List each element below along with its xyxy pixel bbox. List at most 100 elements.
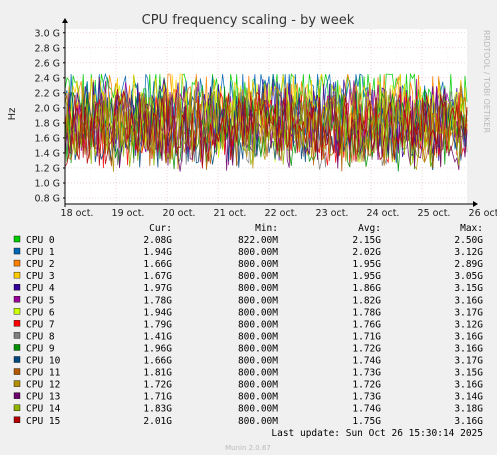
x-tick-label: 22 oct. xyxy=(265,208,298,219)
legend-value-min: 800.00M xyxy=(238,368,278,379)
legend-value-max: 3.16G xyxy=(454,416,483,427)
legend-swatch xyxy=(13,380,21,387)
legend-value-cur: 1.66G xyxy=(143,259,172,270)
x-tick-label: 20 oct. xyxy=(163,208,196,219)
legend-swatch xyxy=(13,235,21,243)
legend-value-cur: 1.79G xyxy=(143,319,172,330)
legend-swatch xyxy=(13,332,21,339)
legend-value-cur: 1.67G xyxy=(143,271,172,282)
legend-swatch xyxy=(13,296,21,303)
legend-value-max: 3.15G xyxy=(454,368,483,379)
legend-swatch xyxy=(13,308,21,315)
legend-value-min: 800.00M xyxy=(238,404,278,415)
legend-series-name: CPU 12 xyxy=(26,380,60,391)
legend-value-avg: 1.71G xyxy=(352,331,381,342)
legend-series-name: CPU 2 xyxy=(26,259,55,270)
legend-swatch xyxy=(13,392,21,399)
legend-value-min: 800.00M xyxy=(238,319,278,330)
legend-series-name: CPU 9 xyxy=(26,343,55,354)
legend-value-max: 3.16G xyxy=(454,331,483,342)
y-tick-label: 2.8 G xyxy=(35,43,61,54)
series-line-cpu-8 xyxy=(64,88,468,170)
legend-value-avg: 1.72G xyxy=(352,343,381,354)
legend-value-cur: 1.78G xyxy=(143,295,172,306)
legend-value-min: 800.00M xyxy=(238,283,278,294)
legend-value-cur: 1.66G xyxy=(143,356,172,367)
legend-series-name: CPU 7 xyxy=(26,319,55,330)
legend-value-min: 800.00M xyxy=(238,271,278,282)
legend-value-cur: 1.96G xyxy=(143,343,172,354)
legend-value-avg: 1.76G xyxy=(352,319,381,330)
y-tick-label: 1.4 G xyxy=(35,148,61,159)
legend-value-cur: 1.94G xyxy=(143,247,172,258)
legend-value-max: 3.18G xyxy=(454,404,483,415)
legend-series-name: CPU 8 xyxy=(26,331,55,342)
legend-value-avg: 1.86G xyxy=(352,283,381,294)
legend-swatch xyxy=(13,368,21,375)
legend-swatch xyxy=(13,271,21,279)
legend-value-cur: 2.01G xyxy=(143,416,172,427)
legend-value-max: 3.12G xyxy=(454,319,483,330)
legend-value-max: 3.14G xyxy=(454,392,483,403)
legend-header-min: Min: xyxy=(255,223,278,234)
legend-swatch xyxy=(13,284,21,291)
y-axis-arrow xyxy=(62,18,68,23)
legend-swatch xyxy=(13,404,21,411)
legend-value-max: 3.16G xyxy=(454,343,483,354)
legend-value-avg: 1.74G xyxy=(352,404,381,415)
legend-swatch xyxy=(13,356,21,363)
legend-value-max: 3.16G xyxy=(454,380,483,391)
legend-series-name: CPU 6 xyxy=(26,307,55,318)
legend-value-max: 2.89G xyxy=(454,259,483,270)
legend-swatch xyxy=(13,416,21,423)
x-axis-arrow xyxy=(473,201,478,207)
series-line-cpu-14 xyxy=(64,84,468,168)
y-tick-label: 2.0 G xyxy=(35,103,61,114)
y-tick-label: 1.2 G xyxy=(35,163,61,174)
x-tick-label: 26 oct. xyxy=(469,208,497,219)
legend-value-avg: 1.73G xyxy=(352,392,381,403)
legend-value-cur: 1.81G xyxy=(143,368,172,379)
legend-value-min: 800.00M xyxy=(238,392,278,403)
legend-value-cur: 1.94G xyxy=(143,307,172,318)
legend-value-min: 800.00M xyxy=(238,356,278,367)
legend-value-cur: 1.97G xyxy=(143,283,172,294)
legend-series-name: CPU 13 xyxy=(26,392,60,403)
legend-value-max: 3.05G xyxy=(454,271,483,282)
y-tick-label: 1.8 G xyxy=(35,118,61,129)
legend-value-min: 800.00M xyxy=(238,416,278,427)
chart-title: CPU frequency scaling - by week xyxy=(142,13,355,28)
side-label: RRDTOOL / TOBI OETIKER xyxy=(482,30,491,133)
legend-value-avg: 2.02G xyxy=(352,247,381,258)
y-tick-label: 1.0 G xyxy=(35,178,61,189)
legend-header-max: Max: xyxy=(460,223,483,234)
legend-series-name: CPU 15 xyxy=(26,416,60,427)
legend-value-max: 2.50G xyxy=(454,235,483,246)
x-tick-label: 24 oct. xyxy=(367,208,400,219)
legend-series-name: CPU 10 xyxy=(26,356,61,367)
legend-value-min: 800.00M xyxy=(238,307,278,318)
legend-value-max: 3.17G xyxy=(454,356,483,367)
legend-header-avg: Avg: xyxy=(358,223,381,234)
y-tick-label: 1.6 G xyxy=(35,133,61,144)
legend-value-max: 3.17G xyxy=(454,307,483,318)
series-line-cpu-15 xyxy=(64,89,468,169)
legend-swatch xyxy=(13,259,21,267)
y-tick-label: 2.6 G xyxy=(35,58,61,69)
x-tick-label: 23 oct. xyxy=(316,208,349,219)
legend-value-avg: 1.72G xyxy=(352,380,381,391)
legend-value-max: 3.12G xyxy=(454,247,483,258)
legend-series-name: CPU 1 xyxy=(26,247,55,258)
legend-series-name: CPU 4 xyxy=(26,283,55,294)
legend-series-name: CPU 11 xyxy=(26,368,61,379)
legend-header-cur: Cur: xyxy=(149,223,172,234)
legend-series-name: CPU 3 xyxy=(26,271,55,282)
legend-value-cur: 1.72G xyxy=(143,380,172,391)
legend-value-avg: 1.75G xyxy=(352,416,381,427)
legend-value-avg: 2.15G xyxy=(352,235,381,246)
legend-value-avg: 1.73G xyxy=(352,368,381,379)
legend-value-min: 822.00M xyxy=(238,235,278,246)
legend-swatch xyxy=(13,320,21,327)
last-update: Last update: Sun Oct 26 15:30:14 2025 xyxy=(271,428,483,439)
